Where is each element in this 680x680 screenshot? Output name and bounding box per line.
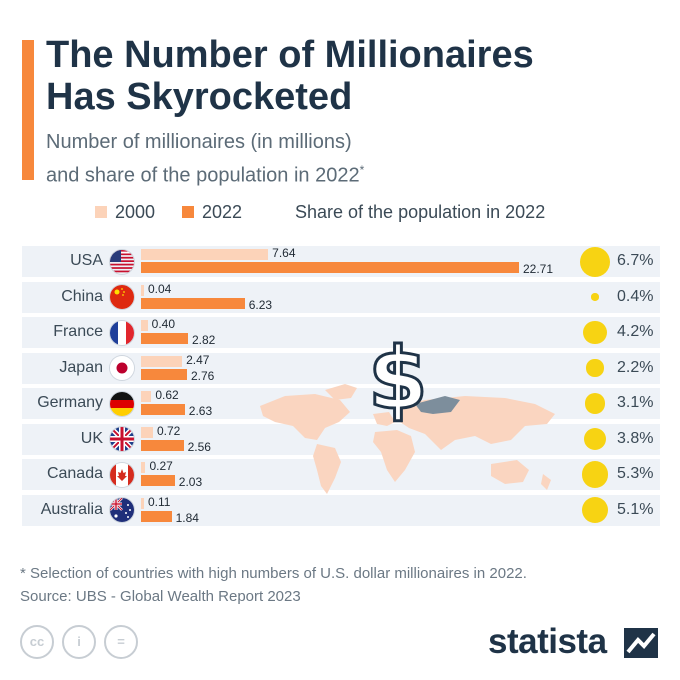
share-value-canada: 5.3% xyxy=(617,465,654,482)
share-dot-usa xyxy=(580,246,610,277)
bar-2022-uk xyxy=(141,439,184,451)
flag-germany-icon xyxy=(110,391,134,416)
share-dot-uk xyxy=(583,427,607,451)
share-dot-france xyxy=(583,320,607,345)
footnote-note: * Selection of countries with high numbe… xyxy=(20,565,527,582)
value-label-2000-usa: 7.64 xyxy=(272,246,296,260)
country-label-china: China xyxy=(61,287,103,305)
country-label-france: France xyxy=(53,323,103,340)
cc-glyph: cc xyxy=(29,634,45,649)
bar-2000-japan xyxy=(141,355,183,367)
share-value-germany: 3.1% xyxy=(617,394,654,411)
share-value-usa: 6.7% xyxy=(617,252,654,269)
bar-2000-china xyxy=(141,284,144,296)
subtitle-line-1: Number of millionaires (in millions) xyxy=(46,131,352,153)
bar-2022-usa xyxy=(141,262,519,273)
value-label-2000-china: 0.04 xyxy=(148,281,172,296)
flag-china-icon xyxy=(110,285,134,309)
flag-uk-icon xyxy=(110,427,134,451)
country-label-canada: Canada xyxy=(46,465,103,482)
chart-title: The Number of Millionaires Has Skyrocket… xyxy=(46,34,656,118)
legend-swatch-2022 xyxy=(182,206,194,219)
share-value-australia: 5.1% xyxy=(617,500,654,518)
title-accent-bar xyxy=(22,40,34,180)
legend-swatch-2000 xyxy=(95,206,107,219)
world-map-icon xyxy=(260,384,555,494)
flag-canada-icon xyxy=(110,462,134,487)
bar-2000-australia xyxy=(141,497,144,509)
legend-label-2022: 2022 xyxy=(202,201,243,222)
share-dot-australia xyxy=(581,496,609,524)
legend-item-2000: 2000 xyxy=(95,201,155,223)
country-label-japan: Japan xyxy=(59,358,103,376)
attribution-icon[interactable]: i xyxy=(62,625,96,659)
statista-logo[interactable]: statista xyxy=(488,622,607,661)
value-label-2000-australia: 0.11 xyxy=(148,494,171,509)
share-dot-china xyxy=(591,293,599,301)
dollar-sign-icon: $ xyxy=(367,329,430,429)
legend-label-2000: 2000 xyxy=(115,201,156,222)
value-label-2022-canada: 2.03 xyxy=(178,475,203,489)
bar-2000-usa xyxy=(141,249,269,260)
value-label-2000-uk: 0.72 xyxy=(156,423,181,438)
bar-2022-germany xyxy=(141,404,185,415)
legend-dot-share xyxy=(272,206,285,219)
value-label-2022-france: 2.82 xyxy=(191,333,216,347)
creative-commons-icon[interactable]: cc xyxy=(20,625,54,659)
chart-subtitle: Number of millionaires (in millions) and… xyxy=(46,128,646,190)
flag-usa-icon xyxy=(110,249,134,274)
value-label-2022-uk: 2.56 xyxy=(187,439,211,454)
share-value-france: 4.2% xyxy=(617,323,654,340)
attribution-glyph: i xyxy=(77,634,81,649)
legend-label-share: Share of the population in 2022 xyxy=(295,201,546,222)
statista-logo-mark-icon xyxy=(624,628,658,658)
bar-2000-canada xyxy=(141,462,146,473)
no-derivatives-icon[interactable]: = xyxy=(104,625,138,659)
footnote-source: Source: UBS - Global Wealth Report 2023 xyxy=(20,588,301,605)
flag-japan-icon xyxy=(110,356,134,380)
share-dot-canada xyxy=(581,461,609,488)
bar-2022-australia xyxy=(141,510,172,522)
share-dot-japan xyxy=(586,359,604,377)
value-label-2022-germany: 2.63 xyxy=(188,404,213,418)
bar-2022-france xyxy=(141,333,188,344)
no-derivatives-glyph: = xyxy=(117,634,125,649)
title-line-1: The Number of Millionaires xyxy=(46,34,534,76)
share-value-uk: 3.8% xyxy=(617,429,654,447)
value-label-2022-usa: 22.71 xyxy=(523,262,554,276)
country-label-australia: Australia xyxy=(40,500,103,518)
bar-2022-china xyxy=(141,297,245,309)
value-label-2000-japan: 2.47 xyxy=(186,352,210,367)
country-label-germany: Germany xyxy=(37,394,103,411)
share-value-china: 0.4% xyxy=(617,287,654,305)
value-label-2000-canada: 0.27 xyxy=(149,459,173,473)
country-label-uk: UK xyxy=(80,429,103,447)
legend-item-share: Share of the population in 2022 xyxy=(272,201,545,223)
bar-2022-canada xyxy=(141,475,175,486)
bar-2000-germany xyxy=(141,391,152,402)
bar-2000-uk xyxy=(141,426,153,438)
title-line-2: Has Skyrocketed xyxy=(46,76,353,118)
legend-item-2022: 2022 xyxy=(182,201,242,223)
flag-france-icon xyxy=(110,320,134,345)
share-value-japan: 2.2% xyxy=(617,358,654,376)
value-label-2000-france: 0.40 xyxy=(151,317,176,331)
bar-2022-japan xyxy=(141,368,187,380)
value-label-2022-china: 6.23 xyxy=(248,297,273,312)
value-label-2022-australia: 1.84 xyxy=(175,510,199,525)
bar-2000-france xyxy=(141,320,148,331)
value-label-2022-japan: 2.76 xyxy=(190,368,215,383)
subtitle-footnote-mark: * xyxy=(359,163,365,177)
flag-australia-icon xyxy=(110,498,134,522)
subtitle-line-2: and share of the population in 2022 xyxy=(46,164,360,187)
country-label-usa: USA xyxy=(70,252,103,269)
value-label-2000-germany: 0.62 xyxy=(155,388,179,402)
footnote: * Selection of countries with high numbe… xyxy=(20,562,660,608)
share-dot-germany xyxy=(584,393,606,414)
